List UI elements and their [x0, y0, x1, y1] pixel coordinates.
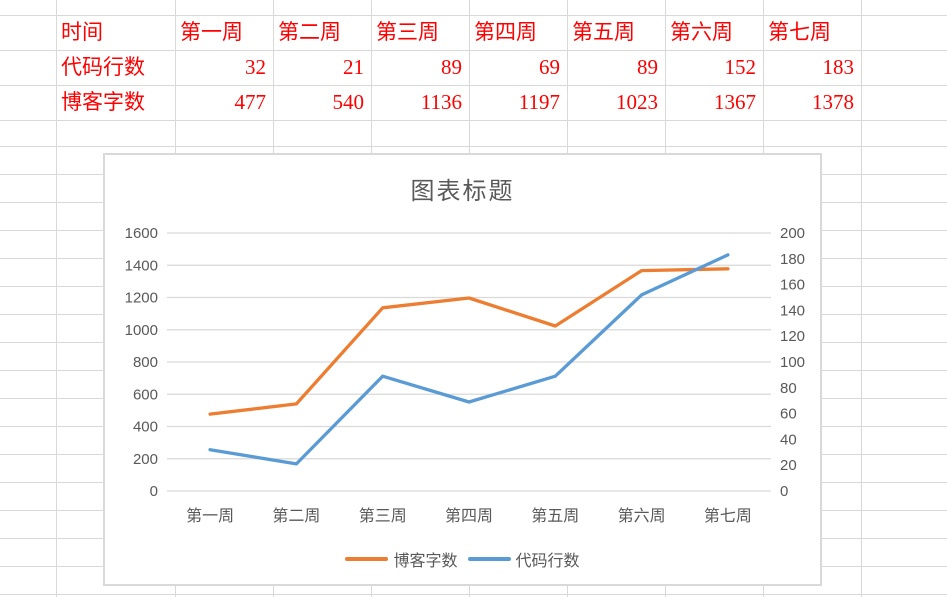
legend-swatch-orange — [345, 557, 389, 561]
left-axis-tick-label[interactable]: 400 — [133, 419, 158, 436]
table-cell[interactable]: 69 — [539, 55, 560, 79]
right-axis-tick-label[interactable]: 180 — [780, 251, 805, 268]
left-axis-tick-label[interactable]: 600 — [133, 386, 158, 403]
x-axis-tick-label[interactable]: 第一周 — [186, 507, 234, 525]
grid-line-h — [0, 594, 947, 595]
table-cell[interactable]: 21 — [343, 55, 364, 79]
right-axis-tick-label[interactable]: 120 — [780, 328, 805, 345]
series-line-1[interactable] — [208, 253, 730, 466]
table-cell[interactable]: 代码行数 — [61, 55, 145, 79]
right-axis-tick-label[interactable]: 160 — [780, 277, 805, 294]
table-cell[interactable]: 博客字数 — [61, 90, 145, 114]
left-axis-tick-label[interactable]: 1200 — [125, 290, 158, 307]
left-axis-tick-label[interactable]: 800 — [133, 354, 158, 371]
x-axis-tick-label[interactable]: 第四周 — [445, 507, 493, 525]
table-cell[interactable]: 第二周 — [278, 20, 341, 44]
left-axis-tick-label[interactable]: 200 — [133, 451, 158, 468]
x-axis-tick-label[interactable]: 第二周 — [272, 507, 320, 525]
grid-line-v — [861, 0, 862, 597]
table-cell[interactable]: 89 — [441, 55, 462, 79]
left-axis-tick-label[interactable]: 1400 — [125, 257, 158, 274]
right-axis-tick-label[interactable]: 140 — [780, 302, 805, 319]
right-axis-tick-label[interactable]: 200 — [780, 225, 805, 242]
table-cell[interactable]: 1136 — [420, 90, 462, 114]
table-cell[interactable]: 第一周 — [180, 20, 243, 44]
right-axis-tick-label[interactable]: 100 — [780, 354, 805, 371]
x-axis-tick-label[interactable]: 第六周 — [618, 507, 666, 525]
table-cell[interactable]: 第四周 — [474, 20, 537, 44]
legend-label-blog-words: 博客字数 — [393, 553, 458, 570]
chart[interactable]: 0 200 400 600 800 1000 1200 1400 1600 0 20 40 60 80 10… — [103, 153, 822, 586]
chart-legend: 博客字数 代码行数 — [105, 547, 820, 571]
left-axis-tick-label[interactable]: 0 — [150, 483, 158, 500]
table-cell[interactable]: 第五周 — [572, 20, 635, 44]
left-axis-tick-label[interactable]: 1000 — [125, 322, 158, 339]
chart-title[interactable]: 图表标题 — [410, 178, 515, 205]
legend-item-blog-words[interactable]: 博客字数 — [345, 547, 458, 571]
table-cell[interactable]: 183 — [822, 55, 855, 79]
right-axis-tick-label[interactable]: 40 — [780, 431, 797, 448]
table-cell[interactable]: 1197 — [518, 90, 560, 114]
right-axis-tick-label[interactable]: 80 — [780, 380, 797, 397]
grid-line-v — [56, 0, 57, 597]
grid-line-h — [0, 120, 947, 121]
legend-label-code-lines: 代码行数 — [515, 553, 580, 570]
table-cell[interactable]: 第六周 — [670, 20, 733, 44]
grid-line-h — [0, 85, 947, 86]
legend-swatch-blue — [467, 557, 511, 561]
x-axis-tick-label[interactable]: 第三周 — [359, 507, 407, 525]
table-cell[interactable]: 540 — [332, 90, 365, 114]
grid-line-h — [0, 146, 947, 147]
grid-line-h — [0, 15, 947, 16]
chart-svg[interactable]: 0 200 400 600 800 1000 1200 1400 1600 0 20 40 60 80 10… — [103, 153, 822, 586]
table-cell[interactable]: 152 — [724, 55, 757, 79]
right-axis-tick-label[interactable]: 0 — [780, 483, 788, 500]
table-cell[interactable]: 32 — [245, 55, 266, 79]
right-axis-tick-label[interactable]: 60 — [780, 406, 797, 423]
x-axis-tick-label[interactable]: 第五周 — [531, 507, 579, 525]
table-cell[interactable]: 第七周 — [768, 20, 831, 44]
series-line-0[interactable] — [208, 267, 730, 416]
table-cell[interactable]: 89 — [637, 55, 658, 79]
x-axis-tick-label[interactable]: 第七周 — [704, 507, 752, 525]
table-cell[interactable]: 477 — [234, 90, 267, 114]
left-axis-tick-label[interactable]: 1600 — [125, 225, 158, 242]
grid-line-h — [0, 50, 947, 51]
table-cell[interactable]: 1367 — [714, 90, 756, 114]
table-cell[interactable]: 第三周 — [376, 20, 439, 44]
legend-item-code-lines[interactable]: 代码行数 — [467, 547, 580, 571]
table-cell[interactable]: 1378 — [812, 90, 854, 114]
right-axis-tick-label[interactable]: 20 — [780, 457, 797, 474]
table-cell[interactable]: 时间 — [61, 20, 103, 44]
table-cell[interactable]: 1023 — [616, 90, 658, 114]
